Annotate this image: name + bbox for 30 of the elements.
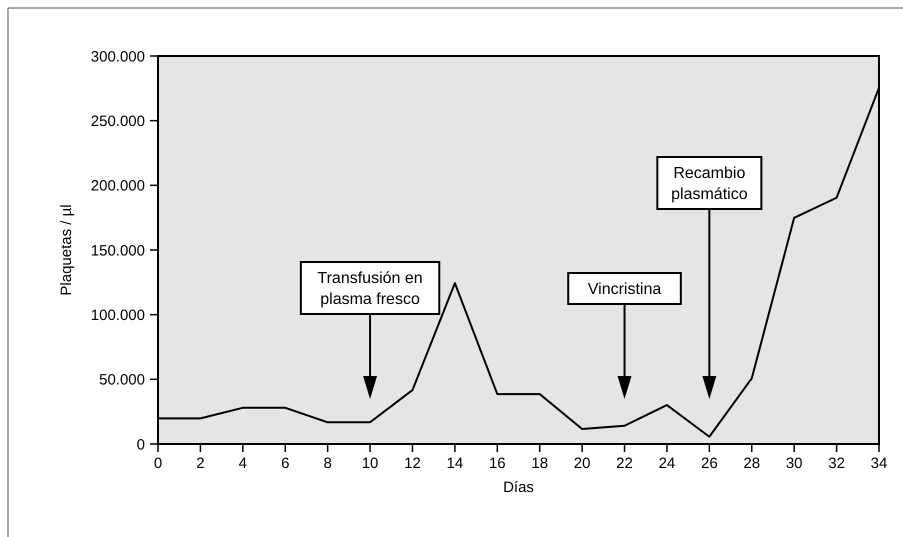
y-tick-label: 50.000: [99, 372, 145, 389]
x-tick-label: 4: [238, 455, 247, 472]
y-tick-label: 250.000: [90, 112, 145, 130]
y-tick-label: 150.000: [90, 242, 145, 260]
x-tick-label: 12: [404, 455, 421, 472]
y-tick-label: 100.000: [90, 306, 145, 324]
y-axis-title: Plaquetas / µl: [58, 204, 75, 296]
x-tick-label: 16: [488, 455, 506, 472]
x-tick-label: 2: [196, 455, 205, 472]
x-tick-label: 20: [574, 455, 590, 472]
x-tick-label: 30: [786, 455, 803, 472]
y-tick-label: 300.000: [90, 48, 145, 66]
x-tick-label: 26: [701, 455, 718, 472]
ref-line-label: Recambio plasmático: [671, 165, 748, 203]
y-tick-label: 200.000: [90, 178, 145, 195]
x-tick-label: 10: [362, 455, 378, 472]
x-tick-label: 24: [658, 455, 676, 472]
x-tick-label: 14: [446, 455, 464, 472]
x-tick-label: 28: [743, 455, 760, 472]
ref-line-label: Transfusión en plasma fresco: [317, 270, 423, 308]
x-tick-label: 22: [616, 455, 633, 472]
x-tick-label: 34: [870, 455, 888, 472]
x-axis-title: Días: [503, 479, 534, 496]
x-tick-label: 8: [323, 455, 332, 472]
x-tick-label: 32: [828, 455, 845, 472]
y-tick-label: 0: [136, 436, 145, 454]
x-tick-label: 6: [281, 455, 290, 472]
ref-line-label: Vincristina: [588, 281, 662, 298]
x-tick-label: 18: [531, 455, 548, 472]
x-tick-label: 0: [154, 455, 162, 472]
